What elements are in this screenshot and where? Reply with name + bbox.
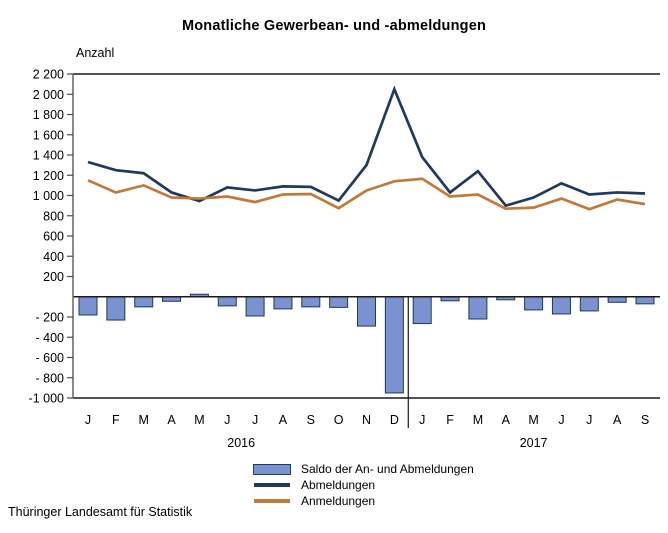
month-label: J xyxy=(419,413,425,427)
saldo-bar xyxy=(329,296,349,308)
saldo-bar xyxy=(357,296,376,327)
saldo-swatch-icon xyxy=(253,463,291,475)
saldo-bar xyxy=(468,296,488,320)
y-tick-label: 600 xyxy=(43,230,64,244)
month-label: A xyxy=(613,413,622,427)
y-tick-label: 1 000 xyxy=(33,189,64,203)
y-tick-label: 400 xyxy=(43,250,64,264)
y-tick-label: 2 000 xyxy=(33,88,64,102)
month-label: J xyxy=(85,413,91,427)
saldo-bar xyxy=(245,296,265,317)
y-tick-label: 1 800 xyxy=(33,108,64,122)
month-label: J xyxy=(558,413,564,427)
month-label: J xyxy=(586,413,592,427)
month-label: J xyxy=(224,413,230,427)
month-label: O xyxy=(334,413,344,427)
legend-item-abmeldungen: Abmeldungen xyxy=(253,477,474,493)
y-tick-label: 1 400 xyxy=(33,149,64,163)
saldo-bar xyxy=(384,296,404,394)
saldo-bar xyxy=(524,296,544,311)
anmeldungen-swatch-icon xyxy=(253,499,291,503)
chart-svg: 2 200 2 000 1 800 1 600 1 400 1 200 1 000 800 60… xyxy=(29,68,660,450)
saldo-bar xyxy=(134,296,154,308)
y-tick-label: -1 000 xyxy=(29,392,64,406)
saldo-bar xyxy=(579,296,599,312)
y-tick-label: - 600 xyxy=(36,351,65,365)
legend-label-abmeldungen: Abmeldungen xyxy=(301,478,376,492)
month-label: S xyxy=(307,413,315,427)
y-tick-label: 1 600 xyxy=(33,128,64,142)
anmeldungen-line xyxy=(87,177,646,211)
year-label: 2016 xyxy=(227,436,255,450)
saldo-bar xyxy=(78,296,98,316)
month-label: D xyxy=(390,413,399,427)
chart-title: Monatliche Gewerbean- und -abmeldungen xyxy=(181,18,487,34)
legend-label-saldo: Saldo der An- und Abmeldungen xyxy=(301,462,474,476)
y-tick-label: 800 xyxy=(43,209,64,223)
month-label: M xyxy=(528,413,538,427)
saldo-bar xyxy=(607,296,627,303)
month-label: N xyxy=(362,413,371,427)
month-label: M xyxy=(194,413,204,427)
saldo-bar xyxy=(551,296,571,315)
y-tick-label: 200 xyxy=(43,270,64,284)
y-tick-label: 1 200 xyxy=(33,169,64,183)
saldo-bar xyxy=(412,296,432,325)
y-tick-label: 2 200 xyxy=(33,68,64,82)
y-tick-label: - 400 xyxy=(36,331,65,345)
saldo-bar xyxy=(273,296,293,310)
month-label: F xyxy=(446,413,454,427)
month-label: M xyxy=(473,413,483,427)
month-label: A xyxy=(502,413,511,427)
source-attribution: Thüringer Landesamt für Statistik xyxy=(8,505,193,519)
legend-label-anmeldungen: Anmeldungen xyxy=(301,494,376,508)
y-tick-label: - 800 xyxy=(36,371,65,385)
saldo-bar xyxy=(217,296,237,307)
legend-item-saldo: Saldo der An- und Abmeldungen xyxy=(253,461,474,477)
saldo-bar xyxy=(301,296,321,308)
saldo-bar xyxy=(635,296,655,305)
abmeldungen-swatch-icon xyxy=(253,483,291,487)
legend: Saldo der An- und Abmeldungen Abmeldunge… xyxy=(253,461,474,509)
month-label: M xyxy=(138,413,148,427)
month-label: A xyxy=(167,413,176,427)
month-label: S xyxy=(641,413,649,427)
month-label: A xyxy=(279,413,288,427)
y-axis-label: Anzahl xyxy=(76,46,115,60)
legend-item-anmeldungen: Anmeldungen xyxy=(253,493,474,509)
year-label: 2017 xyxy=(520,436,548,450)
month-label: F xyxy=(112,413,120,427)
abmeldungen-line xyxy=(87,85,646,208)
saldo-bar xyxy=(106,296,126,321)
month-label: J xyxy=(252,413,258,427)
y-tick-label: - 200 xyxy=(36,311,65,325)
